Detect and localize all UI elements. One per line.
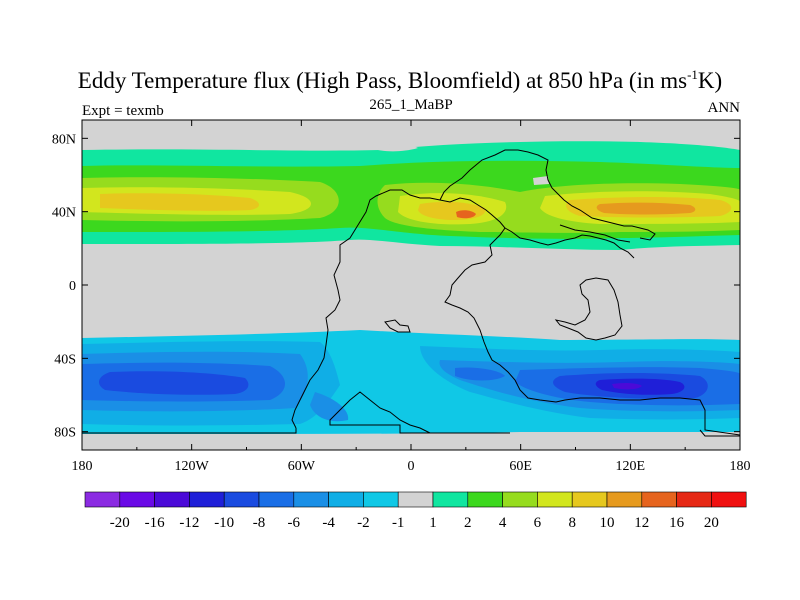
legend-label: 4 <box>499 515 507 531</box>
legend-swatch <box>328 491 364 508</box>
legend-label: 20 <box>704 515 719 531</box>
x-tick-label: 180 <box>730 459 751 474</box>
legend-label: 1 <box>429 515 437 531</box>
legend-label: -2 <box>357 515 370 531</box>
x-tick-label: 180 <box>72 459 93 474</box>
legend-swatch <box>154 491 190 508</box>
coastline-western-continent <box>291 189 557 434</box>
legend-label: 8 <box>568 515 576 531</box>
coastline-eastern-continent <box>439 149 740 436</box>
legend-swatch <box>363 491 399 508</box>
legend-label: 2 <box>464 515 472 531</box>
coastline-small-island <box>384 319 411 333</box>
plot-title: Eddy Temperature flux (High Pass, Bloomf… <box>77 67 723 93</box>
southern-flux-band <box>82 330 740 434</box>
x-tick-label: 60W <box>288 459 316 474</box>
legend-label: -16 <box>145 515 165 531</box>
legend-label: -4 <box>322 515 335 531</box>
contour-neg8-south <box>98 371 249 395</box>
legend-swatch <box>84 491 121 508</box>
contour-10-north <box>100 193 259 211</box>
y-tick-label: 40N <box>52 206 76 221</box>
legend-label: -12 <box>179 515 199 531</box>
legend-label: -1 <box>392 515 405 531</box>
x-tick-label: 120W <box>175 459 210 474</box>
y-tick-label: 0 <box>69 279 76 294</box>
legend-swatch <box>467 491 503 508</box>
northern-flux-band <box>82 141 740 250</box>
legend-swatch <box>258 491 295 508</box>
x-tick-label: 60E <box>509 459 532 474</box>
coastline-inner-island <box>554 277 623 341</box>
x-tick-label: 120E <box>616 459 646 474</box>
legend-swatch <box>397 491 434 508</box>
legend-label: -8 <box>253 515 266 531</box>
legend-swatch <box>676 491 712 508</box>
contour-16-north <box>456 210 476 219</box>
legend-swatch <box>119 491 155 508</box>
color-legend: -20 -16 -12 -10 -8 -6 -4 -2 -1 1 2 4 6 8 10 12 16 20 <box>84 491 747 531</box>
coastline-polar-strip <box>82 428 740 437</box>
legend-label: 6 <box>534 515 542 531</box>
legend-swatch <box>711 491 747 508</box>
legend-swatch <box>641 491 677 508</box>
y-tick-label: 40S <box>54 352 76 367</box>
legend-swatch <box>293 491 329 508</box>
legend-label: -10 <box>214 515 234 531</box>
contour-12-north <box>596 202 696 215</box>
legend-swatch <box>502 491 538 508</box>
legend-swatch <box>606 491 643 508</box>
legend-swatch <box>223 491 260 508</box>
legend-swatch <box>189 491 225 508</box>
legend-label: 10 <box>600 515 615 531</box>
axis-ticks: 180 120W 60W 0 60E 120E 180 80N 40N 0 40S 80S <box>52 120 751 474</box>
coastlines <box>82 149 740 437</box>
legend-swatch <box>432 491 469 508</box>
legend-label: -6 <box>288 515 301 531</box>
legend-swatch <box>571 491 608 508</box>
y-tick-label: 80N <box>52 132 76 147</box>
legend-label: 16 <box>669 515 685 531</box>
legend-label: -20 <box>110 515 130 531</box>
legend-swatch <box>537 491 573 508</box>
plot-subtitle: 265_1_MaBP <box>369 97 453 113</box>
experiment-label: Expt = texmb <box>82 103 164 119</box>
contour-neg12-south <box>612 382 642 390</box>
coastline-northeast <box>559 224 631 243</box>
y-tick-label: 80S <box>54 426 76 441</box>
legend-label: 12 <box>634 515 649 531</box>
x-tick-label: 0 <box>408 459 415 474</box>
season-label: ANN <box>707 100 741 116</box>
